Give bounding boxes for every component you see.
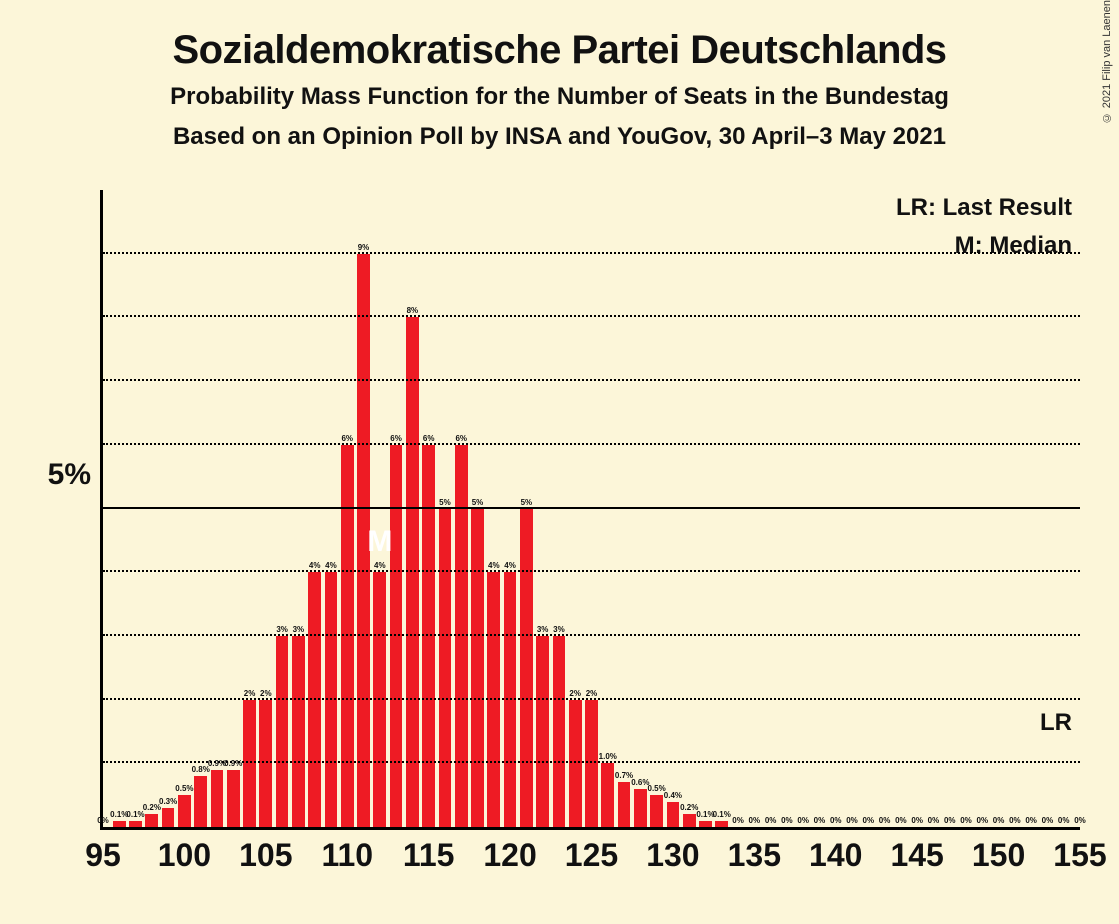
bar: 5% (520, 509, 533, 828)
bar: 6% (455, 445, 468, 827)
title-block: Sozialdemokratische Partei Deutschlands … (0, 0, 1119, 151)
x-axis-tick-label: 145 (890, 827, 943, 874)
bar-value-label: 0% (911, 816, 923, 827)
bar: 0.9% (227, 770, 240, 827)
bar: 5% (439, 509, 452, 828)
chart-area: LR: Last Result M: Median 0%0.1%0.1%0.2%… (40, 190, 1100, 890)
bar-value-label: 0% (765, 816, 777, 827)
bar: 0.1% (699, 821, 712, 827)
bar-value-label: 0% (1009, 816, 1021, 827)
x-axis-tick-label: 150 (972, 827, 1025, 874)
bar: 0.5% (178, 795, 191, 827)
bar: 0.3% (162, 808, 175, 827)
bar: 0.9% (211, 770, 224, 827)
bar: 0.2% (145, 814, 158, 827)
bar-value-label: 0% (928, 816, 940, 827)
bar-value-label: 0% (732, 816, 744, 827)
bar-value-label: 0% (1042, 816, 1054, 827)
x-axis-tick-label: 135 (728, 827, 781, 874)
bar-value-label: 0.5% (175, 784, 193, 795)
x-axis-tick-label: 125 (565, 827, 618, 874)
bar: 0.2% (683, 814, 696, 827)
bar-value-label: 0% (1074, 816, 1086, 827)
bar: 0.7% (618, 782, 631, 827)
grid-line (103, 443, 1080, 445)
bar-value-label: 0% (797, 816, 809, 827)
x-axis-tick-label: 130 (646, 827, 699, 874)
bar-value-label: 0% (749, 816, 761, 827)
bar-value-label: 0% (781, 816, 793, 827)
last-result-indicator: LR (1040, 709, 1072, 737)
bar-value-label: 0% (846, 816, 858, 827)
grid-line (103, 507, 1080, 509)
bar-value-label: 0.3% (159, 797, 177, 808)
bar: 6% (390, 445, 403, 827)
x-axis-tick-label: 115 (403, 827, 455, 874)
grid-line (103, 315, 1080, 317)
bar-value-label: 0% (944, 816, 956, 827)
bar-value-label: 0.4% (664, 791, 682, 802)
x-axis-tick-label: 110 (321, 827, 373, 874)
grid-line (103, 570, 1080, 572)
bar-value-label: 0% (977, 816, 989, 827)
bar-value-label: 0% (814, 816, 826, 827)
x-axis-tick-label: 140 (809, 827, 862, 874)
bar: 3% (292, 636, 305, 827)
bar-value-label: 0% (879, 816, 891, 827)
x-axis-tick-label: 155 (1053, 827, 1106, 874)
bar-value-label: 0% (960, 816, 972, 827)
bar: 6% (341, 445, 354, 827)
grid-line (103, 379, 1080, 381)
chart-subtitle-1: Probability Mass Function for the Number… (0, 83, 1119, 111)
chart-subtitle-2: Based on an Opinion Poll by INSA and You… (0, 123, 1119, 151)
y-axis-tick-label: 5% (48, 458, 103, 492)
grid-line (103, 252, 1080, 254)
bar: 0.1% (129, 821, 142, 827)
chart-title: Sozialdemokratische Partei Deutschlands (0, 28, 1119, 73)
copyright-text: © 2021 Filip van Laenen (1101, 0, 1113, 123)
x-axis-tick-label: 100 (158, 827, 211, 874)
bar: 0.8% (194, 776, 207, 827)
bar: 9% (357, 254, 370, 827)
bar-value-label: 0% (895, 816, 907, 827)
bar: 0.6% (634, 789, 647, 827)
bar: 3% (553, 636, 566, 827)
bar-value-label: 0% (1025, 816, 1037, 827)
x-axis-tick-label: 95 (85, 827, 121, 874)
grid-line (103, 761, 1080, 763)
bar: 3% (276, 636, 289, 827)
bar-value-label: 0% (1058, 816, 1070, 827)
grid-line (103, 698, 1080, 700)
bar: 0.5% (650, 795, 663, 827)
bar-value-label: 0.9% (224, 759, 242, 770)
bar: 0.1% (715, 821, 728, 827)
bar: 3% (536, 636, 549, 827)
bar: 1.0% (601, 763, 614, 827)
bars-container: 0%0.1%0.1%0.2%0.3%0.5%0.8%0.9%0.9%2%2%3%… (103, 190, 1080, 827)
x-axis-tick-label: 105 (239, 827, 292, 874)
bar-value-label: 0% (863, 816, 875, 827)
bar: 8% (406, 317, 419, 827)
bar-value-label: 0% (993, 816, 1005, 827)
bar: 5% (471, 509, 484, 828)
grid-line (103, 634, 1080, 636)
bar-value-label: 0% (97, 816, 109, 827)
bar-value-label: 0.1% (713, 810, 731, 821)
bar: 6% (422, 445, 435, 827)
plot-area: LR: Last Result M: Median 0%0.1%0.1%0.2%… (100, 190, 1080, 830)
bar: 0.4% (667, 802, 680, 827)
x-axis-tick-label: 120 (483, 827, 536, 874)
bar-value-label: 0% (830, 816, 842, 827)
